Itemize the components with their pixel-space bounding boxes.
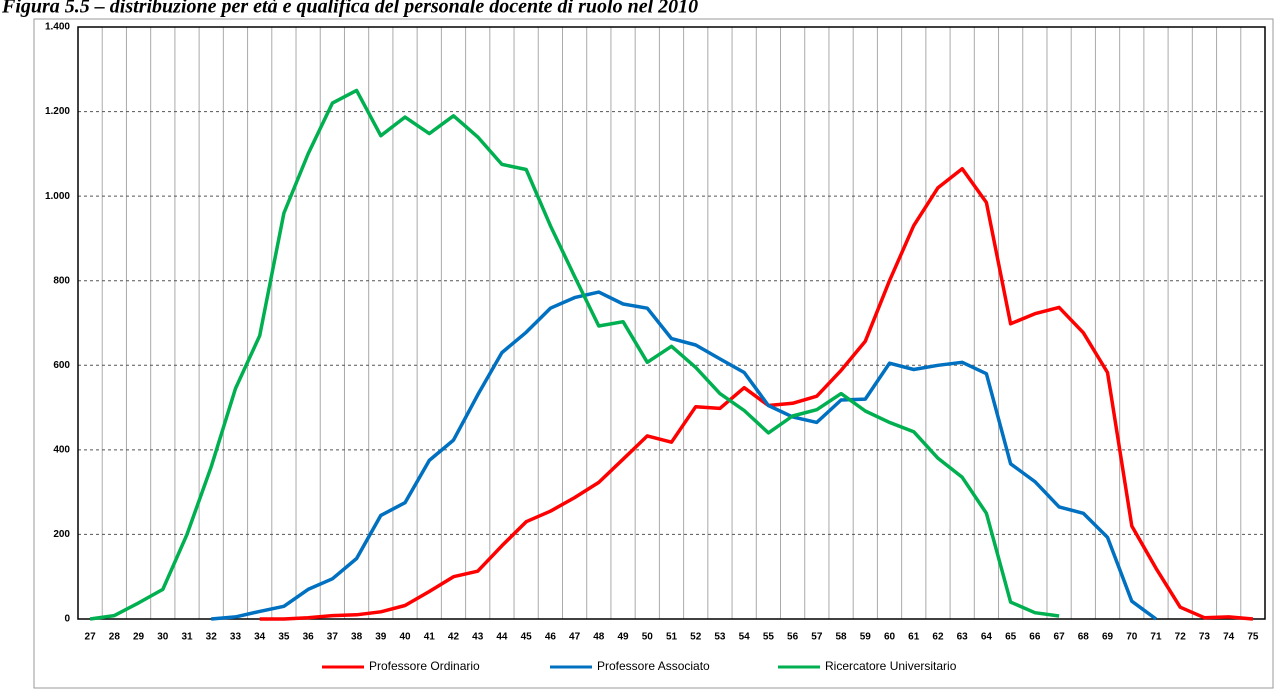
- x-tick-label: 70: [1126, 632, 1138, 643]
- legend-label: Professore Associato: [597, 659, 710, 673]
- y-tick-label: 200: [53, 529, 70, 540]
- y-tick-label: 1.400: [45, 22, 70, 33]
- x-tick-label: 40: [399, 632, 411, 643]
- x-tick-label: 65: [1005, 632, 1017, 643]
- x-tick-label: 43: [472, 632, 484, 643]
- x-tick-label: 33: [230, 632, 242, 643]
- x-tick-label: 50: [642, 632, 654, 643]
- legend-label: Professore Ordinario: [369, 659, 480, 673]
- y-tick-label: 600: [53, 360, 70, 371]
- plot-area: [77, 26, 1266, 620]
- x-tick-label: 57: [811, 632, 823, 643]
- x-tick-label: 64: [981, 632, 993, 643]
- x-tick-label: 58: [836, 632, 848, 643]
- x-tick-label: 29: [133, 632, 145, 643]
- x-tick-label: 61: [908, 632, 920, 643]
- y-tick-label: 400: [53, 444, 70, 455]
- series-line: [259, 166, 1254, 621]
- x-tick-label: 62: [932, 632, 944, 643]
- x-tick-label: 48: [593, 632, 605, 643]
- x-tick-label: 54: [739, 632, 751, 643]
- x-tick-label: 27: [85, 632, 97, 643]
- x-tick-label: 67: [1054, 632, 1066, 643]
- x-tick-label: 44: [496, 632, 508, 643]
- x-tick-label: 73: [1199, 632, 1211, 643]
- x-tick-label: 35: [278, 632, 290, 643]
- x-tick-label: 41: [424, 632, 436, 643]
- x-tick-label: 56: [787, 632, 799, 643]
- x-tick-label: 71: [1150, 632, 1162, 643]
- x-tick-label: 63: [957, 632, 969, 643]
- x-tick-label: 46: [545, 632, 557, 643]
- x-tick-label: 47: [569, 632, 581, 643]
- chart-frame: [33, 18, 1274, 689]
- x-tick-label: 45: [521, 632, 533, 643]
- series-line: [211, 290, 1158, 621]
- x-tick-label: 66: [1029, 632, 1041, 643]
- x-tick-label: 59: [860, 632, 872, 643]
- x-tick-label: 39: [375, 632, 387, 643]
- x-tick-label: 49: [617, 632, 629, 643]
- y-tick-label: 0: [64, 614, 70, 625]
- x-tick-label: 52: [690, 632, 702, 643]
- x-tick-label: 68: [1078, 632, 1090, 643]
- legend-label: Ricercatore Universitario: [825, 659, 957, 673]
- x-tick-label: 37: [327, 632, 339, 643]
- x-tick-label: 75: [1247, 632, 1259, 643]
- x-tick-label: 60: [884, 632, 896, 643]
- x-tick-label: 53: [714, 632, 726, 643]
- x-tick-label: 36: [303, 632, 315, 643]
- x-tick-label: 30: [157, 632, 169, 643]
- chart-title: Figura 5.5 – distribuzione per età e qua…: [1, 0, 698, 18]
- y-tick-label: 1.200: [45, 106, 70, 117]
- x-tick-label: 31: [181, 632, 193, 643]
- y-tick-label: 800: [53, 275, 70, 286]
- x-tick-label: 55: [763, 632, 775, 643]
- x-tick-label: 69: [1102, 632, 1114, 643]
- x-tick-label: 38: [351, 632, 363, 643]
- series-line: [89, 88, 1060, 621]
- x-tick-label: 42: [448, 632, 460, 643]
- x-tick-label: 34: [254, 632, 266, 643]
- x-tick-label: 72: [1175, 632, 1187, 643]
- y-tick-label: 1.000: [45, 191, 70, 202]
- x-tick-label: 32: [206, 632, 218, 643]
- x-tick-label: 74: [1223, 632, 1235, 643]
- x-tick-label: 28: [109, 632, 121, 643]
- x-tick-label: 51: [666, 632, 678, 643]
